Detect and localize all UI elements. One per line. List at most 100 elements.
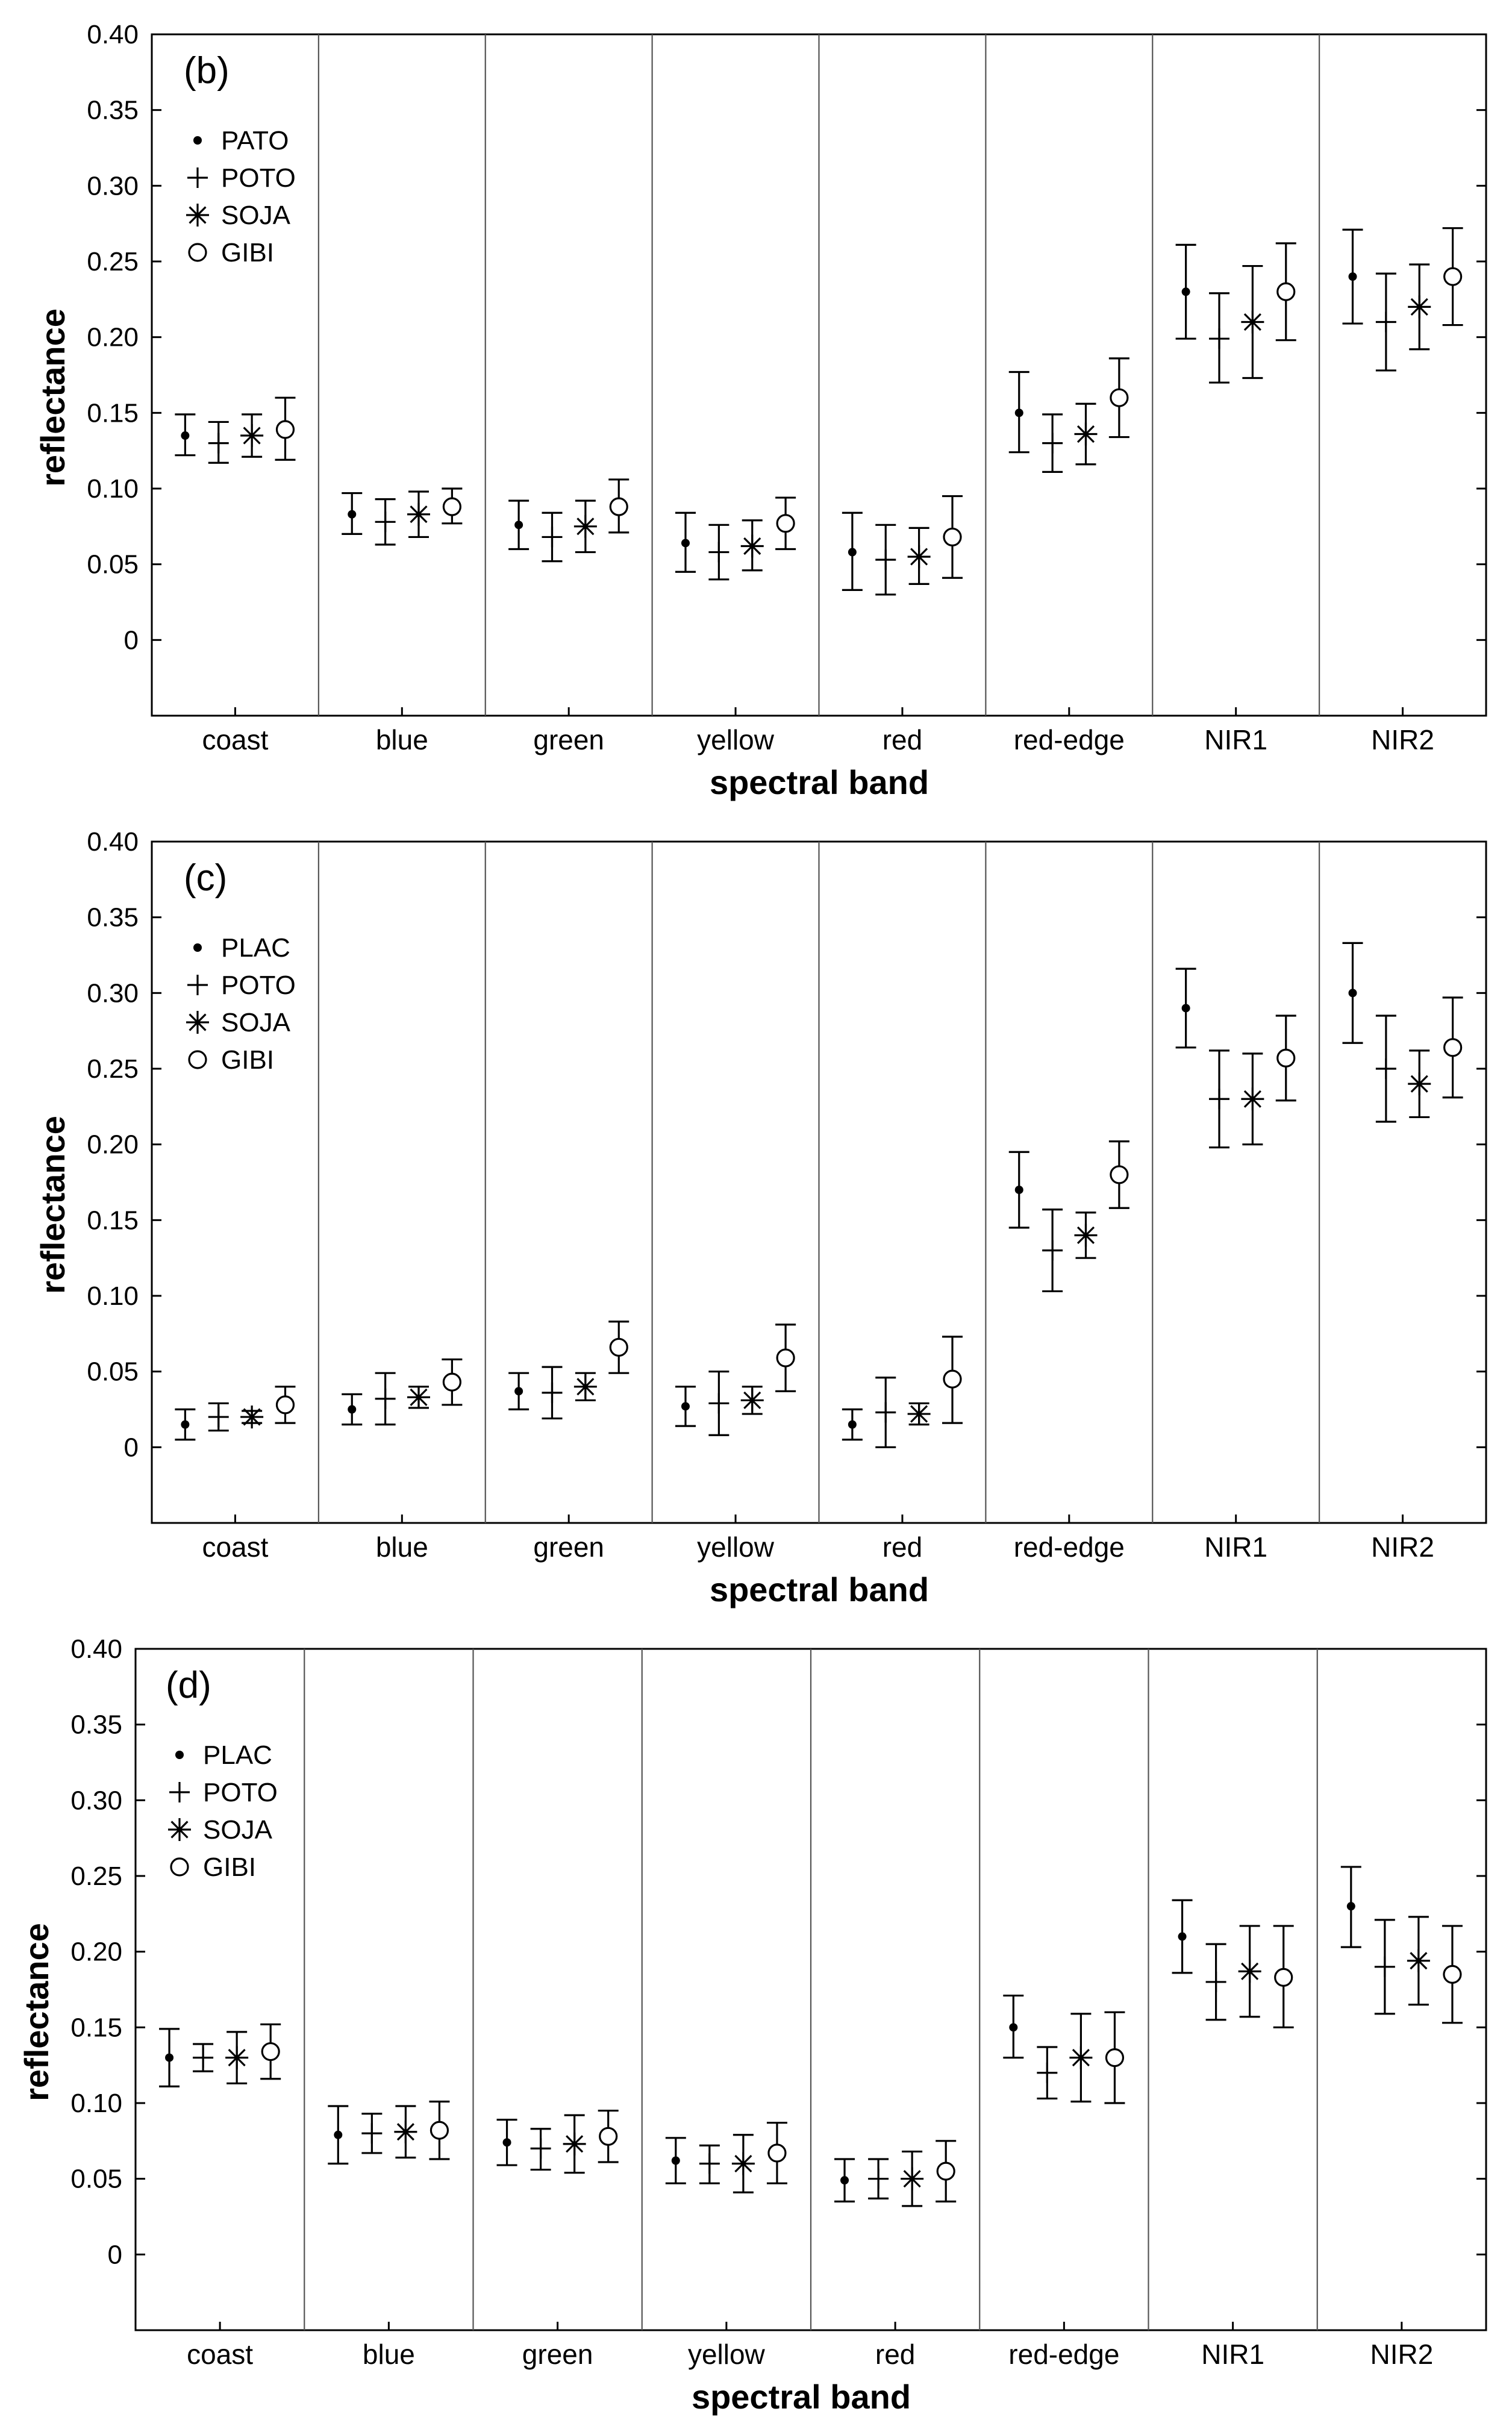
legend-marker — [193, 136, 202, 145]
legend-label-2: SOJA — [221, 201, 291, 230]
data-point — [1274, 1968, 1293, 1987]
data-point — [1209, 328, 1229, 349]
data-point — [1074, 1224, 1098, 1247]
data-point — [530, 2138, 551, 2159]
data-point — [542, 1382, 563, 1403]
data-point — [708, 1393, 729, 1414]
x-tick-label: red-edge — [1014, 1531, 1125, 1563]
data-point — [1009, 2023, 1018, 2032]
data-point — [563, 2132, 586, 2155]
data-point — [609, 1337, 628, 1357]
data-point — [1443, 1038, 1463, 1057]
data-point — [542, 527, 563, 548]
y-tick-label: 0.10 — [87, 1281, 139, 1311]
x-tick-label: green — [522, 2339, 593, 2370]
data-point — [261, 2042, 280, 2062]
legend-label-0: PLAC — [203, 1740, 272, 1770]
data-point — [1105, 2048, 1125, 2068]
x-axis-title: spectral band — [692, 2378, 911, 2416]
legend-marker — [170, 1857, 189, 1877]
y-tick-label: 0.35 — [87, 96, 139, 125]
x-tick-label: yellow — [697, 1531, 775, 1563]
y-tick-label: 0.15 — [70, 2013, 122, 2042]
x-tick-label: NIR1 — [1204, 1531, 1267, 1563]
data-point — [375, 1388, 396, 1409]
x-tick-label: NIR2 — [1370, 2339, 1433, 2370]
data-point — [375, 511, 396, 533]
y-tick-label: 0.05 — [70, 2165, 122, 2194]
data-point — [430, 2121, 449, 2140]
data-point — [740, 534, 764, 558]
data-point — [907, 545, 931, 569]
data-point — [275, 420, 295, 439]
data-point — [573, 514, 597, 538]
data-point — [1408, 295, 1431, 319]
data-point — [1241, 310, 1264, 334]
panel-b: (b) PATO POTO SOJA GIBI spectral band re… — [34, 20, 1487, 801]
data-point — [1407, 1949, 1430, 1972]
data-point — [193, 2047, 214, 2068]
data-point — [348, 510, 357, 519]
data-point — [1374, 1956, 1395, 1977]
y-tick-label: 0.25 — [70, 1862, 122, 1891]
data-point — [1181, 287, 1190, 296]
y-tick-label: 0.10 — [70, 2089, 122, 2118]
y-tick-label: 0.05 — [87, 550, 139, 580]
x-tick-label: coast — [202, 1531, 268, 1563]
data-point — [1209, 1089, 1229, 1110]
y-tick-label: 0.30 — [87, 171, 139, 201]
y-axis-title: reflectance — [17, 1923, 55, 2101]
data-point — [1178, 1932, 1187, 1941]
legend-label-1: POTO — [221, 163, 296, 193]
x-tick-label: red — [883, 724, 922, 755]
data-point — [943, 527, 962, 547]
data-point — [334, 2130, 343, 2139]
legend-marker — [188, 243, 207, 262]
data-point — [1110, 388, 1129, 407]
data-point — [875, 1402, 896, 1423]
data-point — [681, 1402, 690, 1411]
data-point — [708, 542, 729, 563]
x-tick-label: red — [883, 1531, 922, 1563]
data-point — [1238, 1960, 1261, 1983]
data-point — [776, 514, 795, 533]
data-point — [731, 2152, 755, 2175]
data-point — [1205, 1971, 1226, 1992]
legend-marker — [168, 1818, 191, 1841]
legend-label-3: GIBI — [221, 1045, 274, 1075]
data-point — [1014, 1186, 1023, 1195]
x-tick-label: NIR2 — [1371, 1531, 1434, 1563]
data-point — [1443, 267, 1463, 286]
data-point — [442, 1372, 461, 1392]
data-point — [573, 1375, 597, 1398]
data-point — [875, 549, 896, 570]
y-tick-label: 0 — [124, 625, 139, 655]
x-tick-label: green — [533, 1531, 604, 1563]
legend-marker — [187, 167, 208, 188]
y-tick-label: 0.30 — [87, 978, 139, 1008]
data-point — [1014, 408, 1023, 417]
x-tick-label: NIR2 — [1371, 724, 1434, 755]
legend-marker — [186, 1011, 209, 1034]
panel-tag: (d) — [166, 1665, 211, 1706]
x-tick-label: yellow — [688, 2339, 766, 2370]
panel-c: (c) PLAC POTO SOJA GIBI spectral band re… — [34, 827, 1487, 1608]
x-tick-label: blue — [376, 1531, 428, 1563]
x-tick-label: green — [533, 724, 604, 755]
data-point — [943, 1369, 962, 1389]
legend-marker — [193, 943, 202, 952]
legend-label-0: PLAC — [221, 933, 290, 963]
legend-label-2: SOJA — [221, 1008, 291, 1037]
data-point — [1110, 1165, 1129, 1184]
panel-tag: (c) — [184, 857, 227, 899]
data-point — [514, 1387, 523, 1396]
data-point — [671, 2156, 680, 2165]
data-point — [776, 1348, 795, 1368]
y-axis-title: reflectance — [34, 308, 72, 487]
x-tick-label: NIR1 — [1204, 724, 1267, 755]
legend: PATO POTO SOJA GIBI — [221, 126, 296, 267]
legend-marker — [186, 204, 209, 227]
data-point — [868, 2168, 889, 2189]
y-tick-label: 0.15 — [87, 1205, 139, 1235]
legend-marker — [188, 1050, 207, 1069]
